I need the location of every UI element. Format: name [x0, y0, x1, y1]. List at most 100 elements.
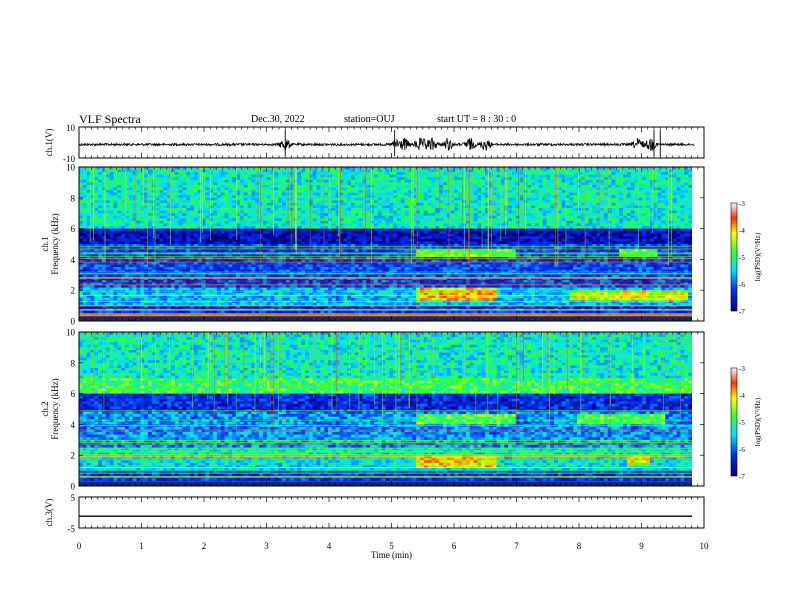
spec-cell — [374, 197, 379, 201]
spec-cell — [508, 172, 513, 175]
spec-cell — [259, 177, 264, 181]
spec-cell — [638, 177, 643, 181]
spec-cell — [266, 228, 271, 232]
spec-cell — [117, 220, 122, 224]
spec-cell — [465, 174, 471, 178]
spec-cell — [615, 226, 620, 229]
spec-cell — [117, 190, 122, 193]
spec-cell — [270, 226, 275, 229]
spec-cell — [393, 195, 398, 199]
spec-cell — [554, 241, 559, 245]
spec-cell — [416, 182, 421, 186]
spec-cell — [320, 220, 325, 224]
spec-cell — [465, 241, 471, 245]
spec-cell — [592, 215, 597, 219]
spec-cell — [316, 215, 321, 219]
spec-cell — [488, 205, 494, 209]
spec-cell — [140, 215, 145, 219]
spec-cell — [159, 202, 164, 206]
spec-cell — [396, 190, 402, 193]
spec-cell — [500, 182, 505, 186]
spec-cell — [653, 205, 658, 209]
spec-cell — [209, 192, 214, 196]
spec-cell — [163, 218, 168, 222]
spec-cell — [546, 200, 551, 204]
spec-cell — [550, 192, 555, 196]
spec-cell — [596, 210, 601, 214]
spec-cell — [508, 208, 513, 211]
spec-cell — [477, 208, 482, 211]
spec-cell — [565, 167, 570, 170]
spec-cell — [220, 174, 225, 178]
spec-cell — [396, 223, 402, 227]
spec-cell — [527, 220, 532, 224]
spec-cell — [469, 228, 474, 232]
spec-cell — [297, 197, 302, 201]
spec-cell — [193, 233, 199, 237]
spec-cell — [435, 187, 440, 191]
spec-cell — [404, 238, 409, 242]
spec-cell — [94, 215, 99, 219]
spec-cell — [573, 233, 578, 237]
spec-cell — [320, 208, 325, 211]
spec-cell — [630, 223, 635, 227]
spec-cell — [259, 208, 264, 211]
spec-cell — [500, 220, 505, 224]
spec-cell — [239, 184, 245, 188]
spec-cell — [408, 220, 413, 224]
spec-cell — [86, 187, 91, 191]
spec-cell — [144, 190, 149, 193]
spec-cell — [193, 202, 199, 206]
spec-cell — [646, 195, 651, 199]
spec-cell — [155, 174, 160, 178]
spec-cell — [197, 213, 202, 217]
spec-cell — [228, 215, 233, 219]
spec-cell — [251, 192, 256, 196]
spec-cell — [247, 233, 252, 237]
spec-cell — [584, 179, 589, 183]
spec-cell — [144, 215, 149, 219]
spec-cell — [228, 187, 233, 191]
spec-cell — [132, 187, 137, 191]
spec-cell — [538, 213, 543, 217]
spec-cell — [431, 213, 436, 217]
spec-cell — [419, 169, 425, 173]
spec-cell — [565, 218, 570, 222]
spec-cell — [661, 213, 666, 217]
spec-cell — [282, 215, 287, 219]
spec-cell — [343, 220, 348, 224]
spec-cell — [665, 167, 670, 170]
spec-cell — [439, 213, 444, 217]
spec-cell — [477, 220, 482, 224]
spec-cell — [427, 187, 432, 191]
spec-cell — [615, 223, 620, 227]
spec-cell — [155, 177, 160, 181]
spec-cell — [400, 205, 405, 209]
spec-cell — [454, 228, 459, 232]
spec-cell — [159, 205, 164, 209]
spec-cell — [282, 182, 287, 186]
spec-cell — [657, 182, 662, 186]
spec-cell — [684, 187, 689, 191]
spec-cell — [163, 190, 168, 193]
spec-cell — [646, 197, 651, 201]
spec-cell — [232, 169, 237, 173]
spec-cell — [136, 241, 141, 245]
spec-cell — [688, 236, 692, 240]
spec-cell — [450, 190, 455, 193]
spec-cell — [473, 192, 478, 196]
spec-cell — [113, 218, 118, 222]
spec-cell — [626, 169, 631, 173]
spec-cell — [619, 228, 624, 232]
spec-cell — [511, 213, 517, 217]
spec-cell — [216, 231, 222, 235]
spec-cell — [366, 213, 371, 217]
spec-cell — [557, 218, 563, 222]
spec-cell — [266, 236, 271, 240]
spec-cell — [312, 226, 317, 229]
spec-cell — [213, 200, 218, 204]
spec-cell — [511, 220, 517, 224]
spec-cell — [546, 202, 551, 206]
spec-cell — [262, 210, 268, 214]
spec-cell — [186, 231, 191, 235]
